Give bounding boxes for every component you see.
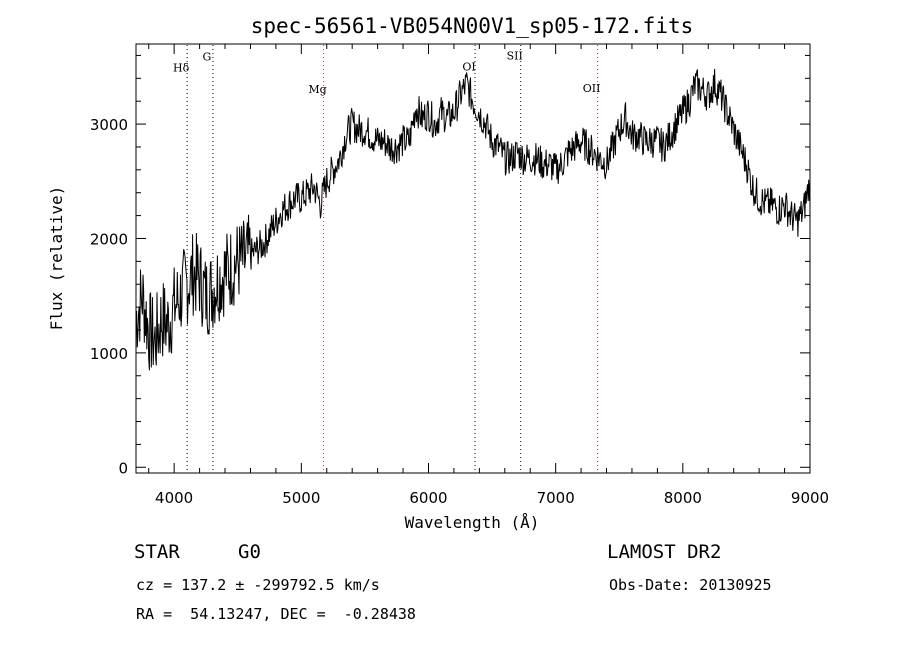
x-tick-label: 8000 bbox=[664, 489, 702, 507]
y-tick-label: 1000 bbox=[90, 345, 128, 363]
chart-title: spec-56561-VB054N00V1_sp05-172.fits bbox=[251, 14, 694, 38]
x-axis: 4000 5000 6000 7000 8000 9000 bbox=[148, 44, 829, 507]
observation-date: Obs-Date: 20130925 bbox=[609, 576, 772, 594]
plot-frame bbox=[135, 43, 811, 474]
coordinates-readout: RA = 54.13247, DEC = -0.28438 bbox=[136, 605, 416, 623]
y-tick-label: 3000 bbox=[90, 116, 128, 134]
spectral-line-label: Mg bbox=[308, 83, 326, 96]
x-tick-label: 7000 bbox=[537, 489, 575, 507]
object-subclass: G0 bbox=[238, 541, 261, 563]
y-axis: 0 1000 2000 3000 bbox=[90, 54, 810, 477]
spectral-line-label: OII bbox=[583, 82, 601, 95]
redshift-readout: cz = 137.2 ± -299792.5 km/s bbox=[136, 576, 380, 594]
emission-lines-layer: Hδ G Mg OI SII OII bbox=[173, 45, 600, 472]
spectral-line-label: SII bbox=[507, 49, 523, 62]
x-tick-label: 9000 bbox=[791, 489, 829, 507]
y-tick-label: 2000 bbox=[90, 230, 128, 248]
survey-name: LAMOST DR2 bbox=[607, 541, 722, 563]
spectral-line-label: G bbox=[203, 51, 212, 64]
spectrum-line bbox=[135, 68, 811, 371]
spectral-line-label: Hδ bbox=[173, 61, 190, 74]
x-tick-label: 5000 bbox=[282, 489, 320, 507]
y-tick-label: 0 bbox=[118, 459, 128, 477]
x-tick-label: 6000 bbox=[409, 489, 447, 507]
x-tick-label: 4000 bbox=[155, 489, 193, 507]
x-axis-label: Wavelength (Å) bbox=[405, 513, 540, 532]
object-class: STAR bbox=[134, 541, 180, 563]
spectral-line-label: OI bbox=[462, 60, 475, 73]
y-axis-label: Flux (relative) bbox=[47, 186, 66, 331]
